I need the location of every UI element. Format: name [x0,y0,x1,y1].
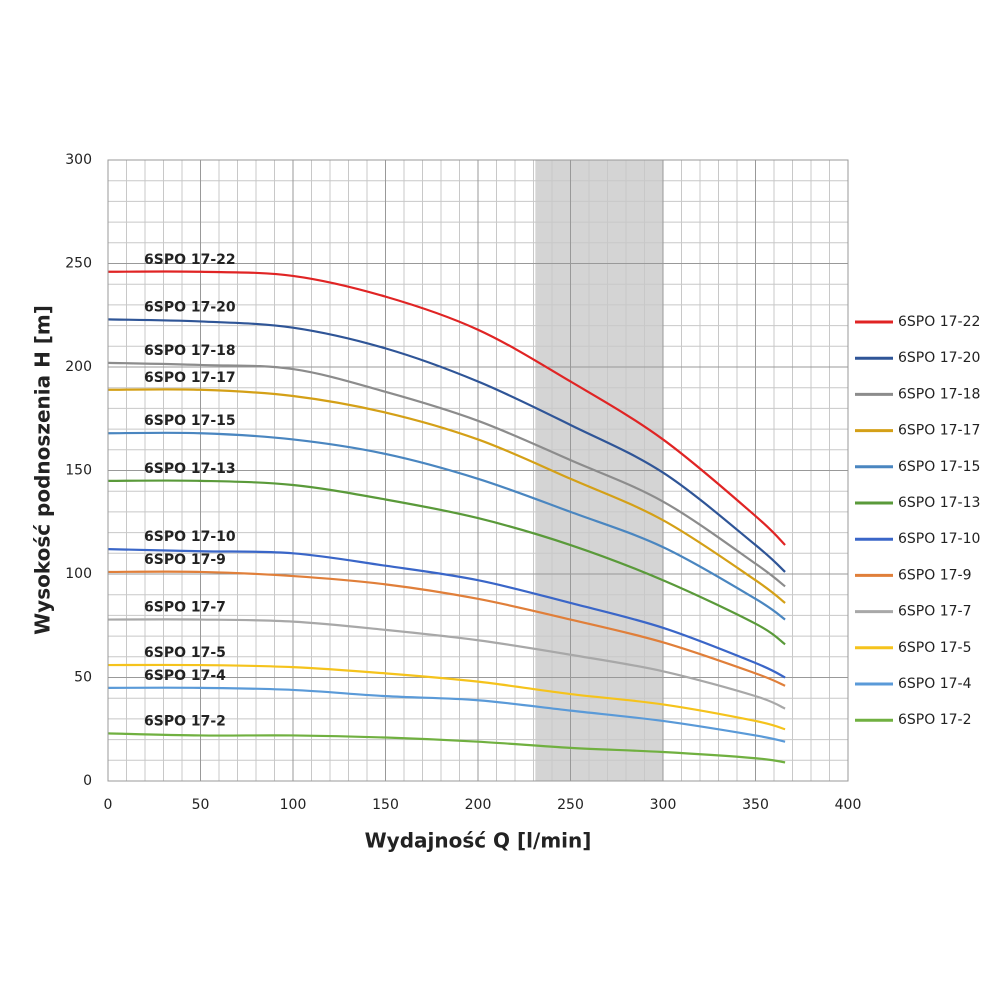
y-tick-label: 100 [65,566,92,582]
curve-label: 6SPO 17-13 [144,461,236,477]
legend-label: 6SPO 17-4 [898,676,972,692]
x-tick-label: 350 [742,797,769,813]
x-tick-label: 250 [557,797,584,813]
series-line [107,618,786,710]
x-tick-label: 300 [650,797,677,813]
series-line [107,663,786,731]
x-tick-label: 100 [280,797,307,813]
legend-label: 6SPO 17-10 [898,531,980,547]
curve-label: 6SPO 17-18 [144,343,236,359]
x-tick-label: 150 [372,797,399,813]
legend-label: 6SPO 17-15 [898,459,980,475]
curve-label: 6SPO 17-2 [144,713,226,729]
y-tick-label: 250 [65,256,92,272]
curve-label: 6SPO 17-17 [144,370,236,386]
legend-label: 6SPO 17-20 [898,350,980,366]
legend-label: 6SPO 17-17 [898,423,980,439]
curve-label: 6SPO 17-7 [144,600,226,616]
series-line [107,548,786,679]
legend-label: 6SPO 17-2 [898,712,971,728]
curve-label: 6SPO 17-4 [144,668,226,684]
curve-label: 6SPO 17-10 [144,529,236,545]
series-line [107,570,786,687]
series-line [107,318,786,573]
legend-label: 6SPO 17-13 [898,495,980,511]
x-tick-label: 50 [192,797,210,813]
x-tick-label: 400 [835,797,862,813]
series-line [107,388,786,604]
y-tick-label: 50 [74,670,92,686]
series-line [107,686,786,743]
curve-label: 6SPO 17-20 [144,299,236,315]
x-tick-label: 200 [465,797,492,813]
y-tick-label: 200 [65,359,92,375]
series-line [107,431,786,621]
curve-label: 6SPO 17-5 [144,645,226,661]
curve-label: 6SPO 17-15 [144,413,236,429]
y-axis-title: Wysokość podnoszenia H [m] [31,305,55,635]
legend-label: 6SPO 17-5 [898,640,971,656]
series-line [107,479,786,646]
x-tick-label: 0 [104,797,113,813]
y-tick-label: 300 [65,152,92,168]
series-line [107,270,786,546]
legend-label: 6SPO 17-9 [898,567,971,583]
legend-label: 6SPO 17-22 [898,314,980,330]
y-tick-label: 0 [83,773,92,789]
legend-label: 6SPO 17-18 [898,386,980,402]
series-line [107,361,786,588]
curve-label: 6SPO 17-9 [144,552,226,568]
legend-label: 6SPO 17-7 [898,604,971,620]
curve-label: 6SPO 17-22 [144,252,236,268]
x-axis-title: Wydajność Q [l/min] [365,829,592,853]
series-line [107,732,786,764]
y-tick-label: 150 [65,463,92,479]
plot-border [107,159,849,782]
